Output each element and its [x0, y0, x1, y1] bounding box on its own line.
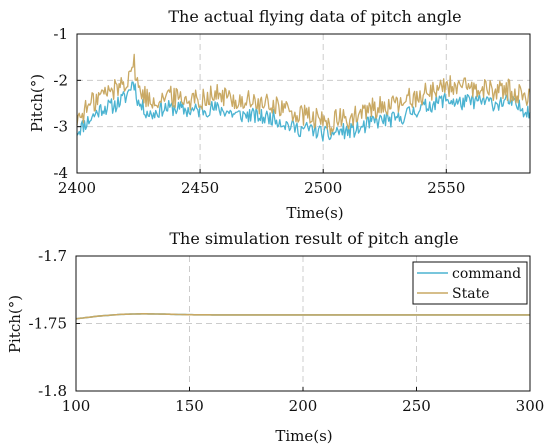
- grid: [77, 34, 530, 173]
- y-tick-label: -3: [53, 118, 68, 136]
- x-axis-label: Time(s): [275, 427, 332, 445]
- y-tick-label: -2: [53, 71, 68, 89]
- legend: command State: [412, 261, 528, 305]
- series-line-state: [76, 53, 531, 136]
- legend-label-command: command: [452, 266, 521, 282]
- x-tick-label: 2550: [427, 179, 465, 197]
- y-tick-label: -1: [53, 25, 68, 43]
- x-tick-label: 2500: [304, 179, 342, 197]
- y-axis-label: Pitch(°): [28, 74, 46, 132]
- x-tick-label: 150: [175, 397, 204, 415]
- y-tick-label: -1.8: [38, 382, 67, 400]
- plot-area: [75, 312, 530, 320]
- legend-box: [412, 261, 528, 305]
- x-tick-label: 2400: [58, 179, 96, 197]
- x-tick-label: 100: [62, 397, 91, 415]
- series-line-state: [75, 312, 530, 320]
- x-tick-label: 200: [289, 397, 318, 415]
- y-tick-label: -1.75: [29, 315, 67, 333]
- x-axis-label: Time(s): [286, 204, 343, 222]
- y-tick-label: -4: [53, 164, 68, 182]
- chart-title: The simulation result of pitch angle: [169, 229, 458, 248]
- simulation-chart: The simulation result of pitch angle 100…: [6, 229, 544, 445]
- x-tick-label: 300: [516, 397, 545, 415]
- legend-label-state: State: [452, 286, 489, 302]
- x-tick-label: 2450: [181, 179, 219, 197]
- y-tick-label: -1.7: [38, 247, 67, 265]
- plot-area: [76, 53, 531, 142]
- ticks: 100 150 200 250 300 -1.8 -1.75 -1.7: [29, 247, 545, 415]
- axes-frame: [76, 33, 531, 174]
- x-tick-label: 250: [402, 397, 431, 415]
- y-axis-label: Pitch(°): [6, 295, 24, 353]
- flying-data-chart: The actual flying data of pitch angle 24…: [28, 7, 531, 222]
- ticks: 2400 2450 2500 2550 -4 -3 -2 -1: [53, 25, 465, 197]
- chart-title: The actual flying data of pitch angle: [168, 7, 461, 26]
- series-line-command: [76, 81, 531, 142]
